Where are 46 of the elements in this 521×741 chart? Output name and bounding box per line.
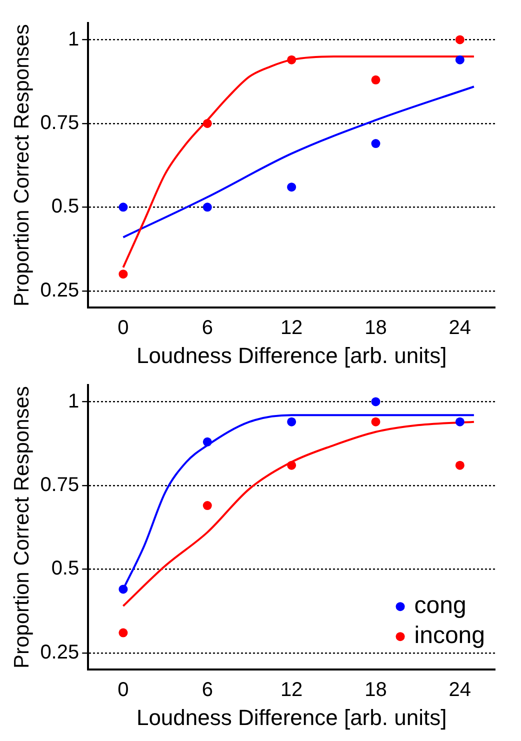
point — [455, 35, 464, 44]
y-tick-label: 0.25 — [40, 641, 80, 664]
y-tick-label: 0.75 — [40, 112, 80, 134]
line-series — [122, 86, 475, 238]
x-axis-title: Loudness Difference [arb. units] — [136, 342, 447, 368]
point — [371, 397, 380, 406]
point — [455, 460, 464, 470]
point — [287, 182, 296, 192]
point — [455, 417, 464, 426]
y-tick-label: 1 — [68, 390, 80, 412]
point — [202, 202, 212, 212]
x-axis-title: Loudness Difference [arb. units] — [136, 704, 447, 730]
y-tick-label: 1 — [68, 28, 80, 50]
point — [202, 118, 212, 128]
x-tick-label: 12 — [280, 317, 303, 340]
x-tick-label: 18 — [364, 679, 387, 702]
x-tick-label: 0 — [118, 679, 129, 702]
point — [118, 270, 128, 279]
x-tick-label: 12 — [280, 679, 303, 702]
point — [371, 417, 380, 426]
x-tick-label: 24 — [448, 317, 472, 340]
point — [118, 628, 128, 638]
point — [287, 55, 296, 64]
y-tick-label: 0.5 — [51, 558, 80, 580]
y-tick-label: 0.25 — [40, 279, 80, 302]
x-tick-label: 0 — [118, 317, 129, 340]
y-axis-title: Proportion Correct Responses — [10, 24, 34, 307]
point — [118, 202, 128, 212]
x-tick-label: 6 — [202, 317, 213, 340]
point — [202, 501, 212, 510]
y-tick-label: 0.75 — [40, 474, 80, 496]
x-tick-label: 18 — [364, 317, 387, 340]
point — [118, 584, 128, 594]
y-axis-title: Proportion Correct Responses — [10, 386, 34, 669]
legend-label: incong — [414, 622, 486, 650]
x-tick-label: 6 — [202, 679, 213, 702]
point — [202, 437, 212, 446]
line-series — [122, 55, 475, 268]
point — [455, 55, 464, 64]
x-tick-label: 24 — [448, 679, 472, 702]
point — [371, 75, 380, 84]
legend-label: cong — [414, 592, 466, 620]
point — [287, 460, 296, 470]
point — [371, 139, 380, 148]
point — [287, 417, 296, 426]
y-tick-label: 0.5 — [51, 196, 80, 218]
